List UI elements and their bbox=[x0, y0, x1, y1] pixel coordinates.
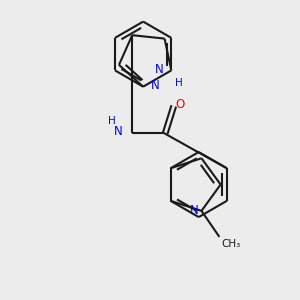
Text: H: H bbox=[108, 116, 116, 126]
Text: N: N bbox=[190, 204, 199, 218]
Text: H: H bbox=[175, 78, 182, 88]
Text: CH₃: CH₃ bbox=[221, 238, 240, 249]
Text: N: N bbox=[151, 79, 159, 92]
Text: N: N bbox=[155, 63, 164, 76]
Text: O: O bbox=[176, 98, 185, 111]
Text: N: N bbox=[114, 125, 123, 138]
